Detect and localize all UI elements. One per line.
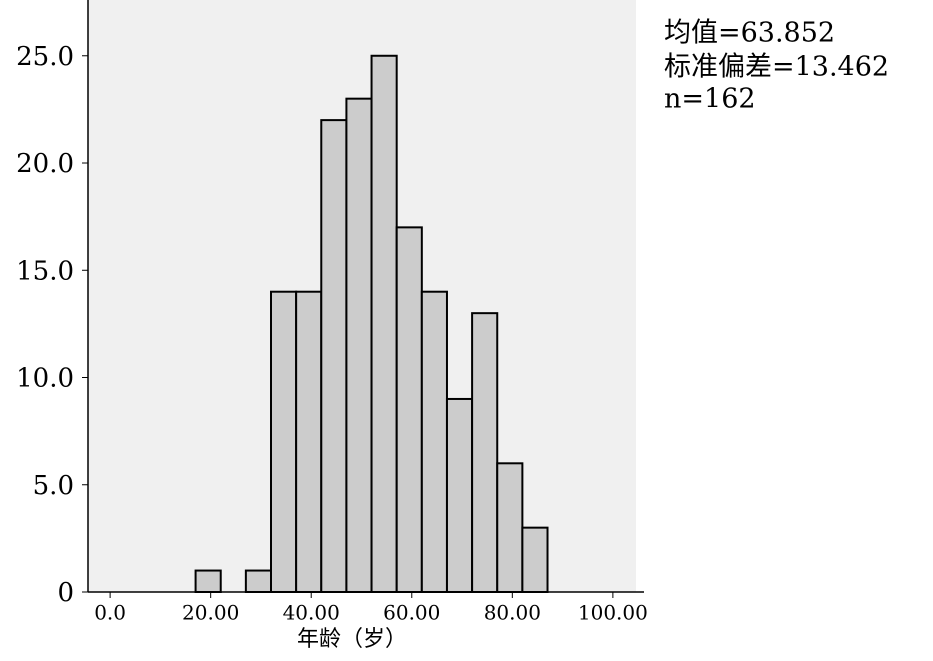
bar <box>270 290 298 593</box>
x-axis-label: 年龄（岁） <box>297 627 407 652</box>
x-tick-label: 20.00 <box>182 601 239 625</box>
x-tick-label: 40.00 <box>283 601 340 625</box>
annotation: 均值=63.852 <box>664 18 835 49</box>
bar <box>445 397 474 593</box>
x-tick-label: 80.00 <box>484 601 541 625</box>
bar <box>496 462 524 593</box>
y-tick-label: 20.0 <box>16 149 74 179</box>
bar <box>194 569 222 593</box>
y-tick-label: 25.0 <box>16 42 74 72</box>
y-tick-label: 0 <box>57 578 74 608</box>
annotation: n=162 <box>664 84 756 115</box>
y-tick-label: 15.0 <box>16 256 74 286</box>
annotation: 标准偏差=13.462 <box>664 52 889 83</box>
x-tick-label: 60.00 <box>383 601 440 625</box>
bar <box>370 54 398 593</box>
bar <box>345 97 373 594</box>
bar <box>395 226 423 594</box>
bar <box>244 569 273 593</box>
x-tick-label: 100.00 <box>578 601 648 625</box>
bar <box>471 312 499 593</box>
y-tick-label: 10.0 <box>16 364 74 394</box>
bar <box>521 526 549 593</box>
y-tick-label: 5.0 <box>33 471 74 501</box>
bar <box>420 290 448 593</box>
bar <box>320 119 348 594</box>
x-tick-label: 0.0 <box>94 601 126 625</box>
bar <box>295 290 323 593</box>
